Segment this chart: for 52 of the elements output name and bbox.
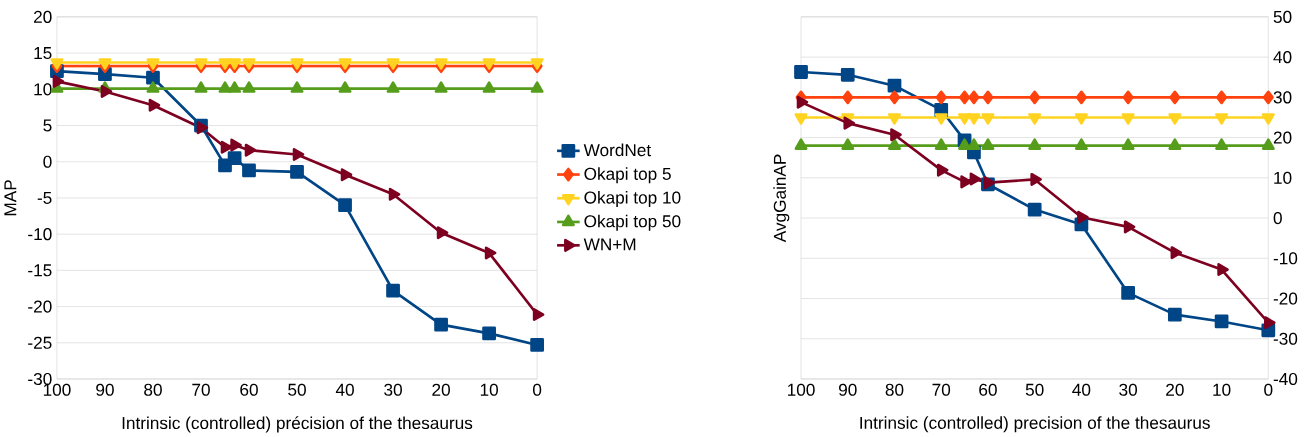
y-tick-label: 20 — [1273, 131, 1292, 144]
x-tick-label: 40 — [1072, 383, 1091, 396]
legend-label: Okapi top 5 — [584, 167, 671, 184]
x-tick-label: 90 — [96, 383, 114, 396]
x-tick-label: 50 — [288, 383, 306, 396]
y-tick-label: 10 — [34, 83, 52, 96]
y-axis-title: MAP — [4, 180, 17, 216]
y-tick-label: -20 — [1273, 292, 1298, 305]
x-tick-label: 20 — [432, 383, 450, 396]
x-tick-label: 100 — [787, 383, 815, 396]
x-tick-label: 80 — [885, 383, 904, 396]
x-tick-label: 80 — [144, 383, 162, 396]
x-tick-label: 60 — [979, 383, 997, 396]
legend-label: WN+M — [583, 238, 636, 251]
y-tick-label: 15 — [34, 47, 52, 60]
legend-label: Okapi top 10 — [584, 191, 681, 208]
x-tick-label: 90 — [839, 383, 857, 396]
y-tick-label: -10 — [1273, 252, 1298, 265]
y-tick-label: 5 — [43, 119, 52, 132]
x-tick-label: 70 — [192, 383, 210, 396]
y-tick-label: -40 — [1273, 372, 1298, 386]
y-tick-label: -30 — [1273, 332, 1298, 345]
y-tick-label: 20 — [34, 10, 52, 24]
y-tick-label: 10 — [1274, 171, 1292, 184]
x-tick-label: 0 — [533, 383, 542, 396]
x-tick-label: 60 — [240, 383, 258, 396]
x-tick-label: 10 — [1213, 383, 1231, 396]
x-tick-label: 20 — [1166, 383, 1184, 396]
y-tick-label: -15 — [28, 264, 52, 277]
y-tick-label: 50 — [1273, 10, 1292, 24]
y-tick-label: -25 — [28, 336, 52, 349]
y-tick-label: 0 — [1273, 212, 1282, 225]
x-tick-label: 50 — [1025, 383, 1044, 396]
y-tick-label: 30 — [1273, 91, 1292, 104]
x-tick-label: 30 — [384, 383, 402, 396]
y-tick-label: -10 — [28, 228, 52, 241]
y-tick-label: 40 — [1273, 51, 1292, 64]
x-tick-label: 100 — [43, 383, 71, 396]
y-tick-label: 0 — [43, 155, 52, 168]
x-tick-label: 30 — [1119, 383, 1138, 396]
x-tick-label: 0 — [1264, 383, 1273, 396]
x-tick-label: 10 — [480, 383, 498, 396]
legend-label: WordNet — [583, 143, 652, 157]
y-axis-title: AvgGainAP — [773, 154, 790, 243]
x-tick-label: 40 — [335, 383, 354, 396]
legend-label: Okapi top 50 — [584, 214, 681, 231]
y-tick-label: -5 — [37, 191, 52, 204]
y-tick-label: -20 — [28, 300, 52, 313]
y-tick-label: -30 — [28, 372, 52, 386]
x-axis-title: Intrinsic (controlled) précision of the thesaurus — [122, 416, 473, 433]
x-axis-title: Intrinsic (controlled) precision of the thesaurus — [860, 416, 1210, 433]
x-tick-label: 70 — [932, 383, 951, 396]
